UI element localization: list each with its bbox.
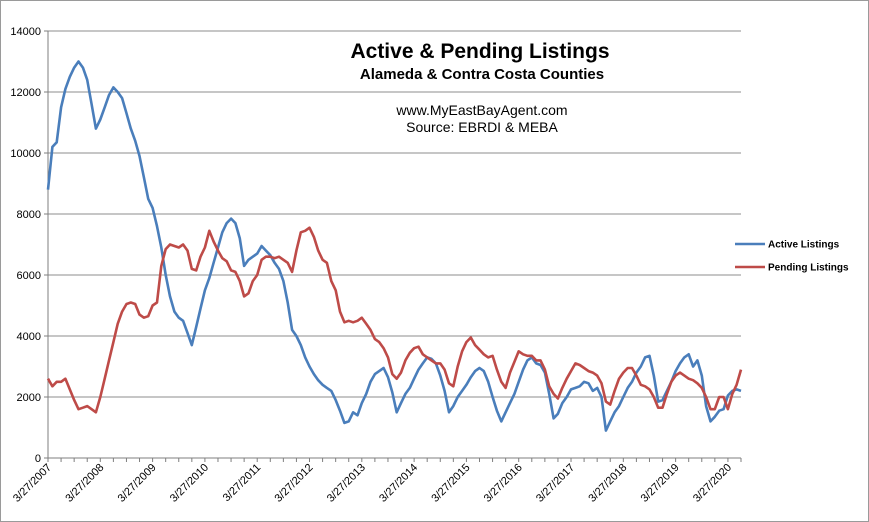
legend-label: Pending Listings (768, 263, 849, 274)
x-tick-label: 3/27/2009 (116, 462, 159, 505)
x-tick-label: 3/27/2016 (482, 462, 525, 505)
x-tick-label: 3/27/2020 (691, 462, 734, 505)
y-tick-label: 10000 (10, 148, 41, 160)
website-annotation: www.MyEastBayAgent.com (395, 102, 567, 118)
x-tick-label: 3/27/2019 (639, 462, 682, 505)
x-tick-label: 3/27/2013 (325, 462, 368, 505)
chart-subtitle: Alameda & Contra Costa Counties (360, 66, 604, 83)
y-tick-labels: 0 2000 4000 6000 8000 10000 12000 14000 (10, 26, 48, 465)
gridlines (48, 30, 741, 398)
x-tick-label: 3/27/2010 (168, 462, 211, 505)
legend: Active Listings Pending Listings (735, 240, 849, 274)
y-tick-label: 8000 (17, 209, 41, 221)
x-tick-label: 3/27/2008 (63, 462, 106, 505)
y-tick-label: 2000 (17, 392, 41, 404)
chart-title: Active & Pending Listings (350, 40, 609, 63)
x-tick-label: 3/27/2011 (221, 462, 264, 505)
series-line-pending-listings (46, 226, 743, 414)
y-tick-label: 4000 (17, 331, 41, 343)
x-tick-label: 3/27/2012 (273, 462, 316, 505)
y-tick-label: 6000 (17, 270, 41, 282)
y-tick-label: 14000 (10, 26, 41, 38)
source-annotation: Source: EBRDI & MEBA (406, 119, 558, 135)
x-tick-label: 3/27/2007 (11, 462, 54, 505)
x-tick-label: 3/27/2018 (586, 462, 629, 505)
x-tick-label: 3/27/2017 (534, 462, 577, 505)
series-lines (46, 60, 743, 432)
x-tick-labels: 3/27/2007 3/27/2008 3/27/2009 3/27/2010 3/27… (11, 458, 742, 505)
x-tick-label: 3/27/2015 (429, 462, 472, 505)
y-tick-label: 12000 (10, 87, 41, 99)
x-tick-label: 3/27/2014 (377, 462, 420, 505)
y-tick-label: 0 (35, 453, 41, 465)
legend-label: Active Listings (768, 240, 840, 251)
